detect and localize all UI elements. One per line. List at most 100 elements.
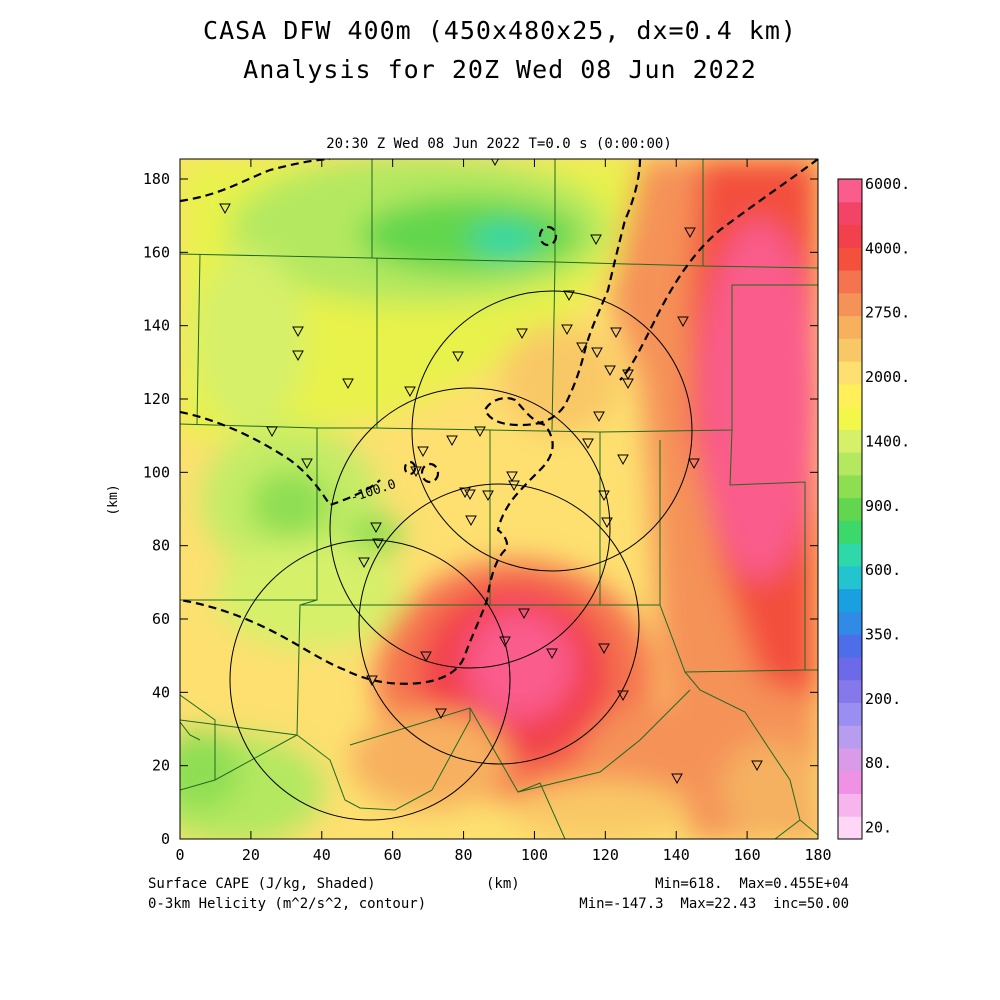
- colorbar-label: 2000.: [865, 368, 910, 386]
- station-marker: [435, 708, 447, 720]
- colorbar-swatch: [838, 474, 862, 499]
- y-tick-label: 160: [143, 243, 170, 261]
- station-marker: [688, 458, 700, 470]
- y-tick-label: 20: [152, 757, 170, 775]
- station-marker: [410, 466, 422, 478]
- station-marker: [582, 438, 594, 450]
- y-tick-label: 140: [143, 317, 170, 335]
- cape-shading: -100.0: [180, 159, 818, 839]
- colorbar-frame: [837, 178, 863, 840]
- colorbar-swatch: [838, 429, 862, 453]
- colorbar-swatch: [838, 383, 862, 408]
- colorbar-swatch: [838, 361, 862, 385]
- station-marker: [417, 446, 429, 458]
- colorbar-label: 200.: [865, 690, 901, 708]
- colorbar-swatch: [838, 588, 862, 612]
- station-markers: [219, 159, 763, 785]
- y-axis: 0 20 40 60 80 100 120 140 160 180: [143, 170, 818, 848]
- y-tick-label: 100: [143, 463, 170, 481]
- station-marker: [601, 517, 613, 529]
- station-marker: [516, 328, 528, 340]
- colorbar-swatch: [838, 338, 862, 362]
- colorbar-swatch: [838, 611, 862, 635]
- x-tick-label: 140: [663, 846, 690, 864]
- station-marker: [358, 557, 370, 569]
- x-axis: 0 20 40 60 80 100 120 140 160 180: [175, 159, 832, 864]
- station-marker: [219, 203, 231, 215]
- colorbar-swatch: [838, 315, 862, 339]
- station-marker: [617, 454, 629, 466]
- station-marker: [751, 760, 763, 772]
- x-tick-label: 180: [804, 846, 831, 864]
- colorbar-swatch: [838, 201, 862, 226]
- colorbar-swatch: [838, 543, 862, 567]
- colorbar-swatch: [838, 270, 862, 294]
- x-tick-label: 20: [242, 846, 260, 864]
- station-marker: [617, 690, 629, 702]
- x-tick-label: 80: [455, 846, 473, 864]
- y-tick-label: 80: [152, 537, 170, 555]
- station-marker: [604, 365, 616, 377]
- colorbar-swatch: [838, 656, 862, 681]
- station-marker: [622, 369, 634, 381]
- station-marker: [292, 326, 304, 338]
- station-marker: [342, 378, 354, 390]
- colorbar-swatch: [838, 406, 862, 430]
- station-marker: [464, 489, 476, 501]
- station-marker: [482, 490, 494, 502]
- colorbar-label: 20.: [865, 819, 892, 837]
- colorbar-swatch: [838, 452, 862, 476]
- y-tick-label: 60: [152, 610, 170, 628]
- station-marker: [372, 538, 384, 550]
- station-marker: [593, 411, 605, 423]
- station-marker: [563, 290, 575, 302]
- colorbar-swatch: [838, 770, 862, 794]
- helicity-contours: [180, 159, 818, 685]
- radar-range-rings: [229, 290, 693, 821]
- colorbar-swatch: [838, 747, 862, 772]
- footer-cape-range: Min=618. Max=0.455E+04: [655, 876, 849, 892]
- footer-helicity-range: Min=-147.3 Max=22.43 inc=50.00: [579, 896, 849, 912]
- x-tick-label: 120: [592, 846, 619, 864]
- station-marker: [370, 522, 382, 534]
- station-marker: [499, 636, 511, 648]
- x-tick-label: 40: [313, 846, 331, 864]
- station-marker: [518, 608, 530, 620]
- colorbar-label: 1400.: [865, 432, 910, 450]
- x-tick-label: 60: [384, 846, 402, 864]
- station-marker: [561, 324, 573, 336]
- colorbar-swatch: [838, 702, 862, 726]
- footer-x-label: (km): [486, 876, 520, 892]
- colorbar-label: 80.: [865, 754, 892, 772]
- colorbar-swatch: [838, 565, 862, 590]
- colorbar-swatch: [838, 497, 862, 521]
- station-marker: [452, 351, 464, 363]
- colorbar-swatch: [838, 725, 862, 749]
- station-marker: [465, 515, 477, 527]
- x-tick-label: 160: [734, 846, 761, 864]
- colorbar-label: 600.: [865, 561, 901, 579]
- x-tick-label: 100: [521, 846, 548, 864]
- station-marker: [598, 643, 610, 655]
- title-line-2: Analysis for 20Z Wed 08 Jun 2022: [243, 55, 757, 84]
- station-marker: [590, 234, 602, 246]
- title-line-1: CASA DFW 400m (450x480x25, dx=0.4 km): [203, 16, 797, 45]
- station-marker: [610, 327, 622, 339]
- colorbar-label: 4000.: [865, 239, 910, 257]
- station-marker: [446, 435, 458, 447]
- station-marker: [474, 426, 486, 438]
- colorbar-label: 6000.: [865, 175, 910, 193]
- colorbar-swatch: [838, 679, 862, 703]
- station-marker: [366, 675, 378, 687]
- colorbar-label: 2750.: [865, 304, 910, 322]
- colorbar-label: 350.: [865, 625, 901, 643]
- station-marker: [546, 648, 558, 660]
- y-axis-label: (km): [106, 484, 121, 515]
- y-tick-label: 0: [161, 830, 170, 848]
- colorbar: 6000. 4000. 2750. 2000. 1400. 900. 600. 350. 200…: [837, 175, 910, 840]
- colorbar-swatch: [838, 179, 862, 203]
- y-tick-label: 120: [143, 390, 170, 408]
- colorbar-swatch: [838, 634, 862, 658]
- station-marker: [671, 773, 683, 785]
